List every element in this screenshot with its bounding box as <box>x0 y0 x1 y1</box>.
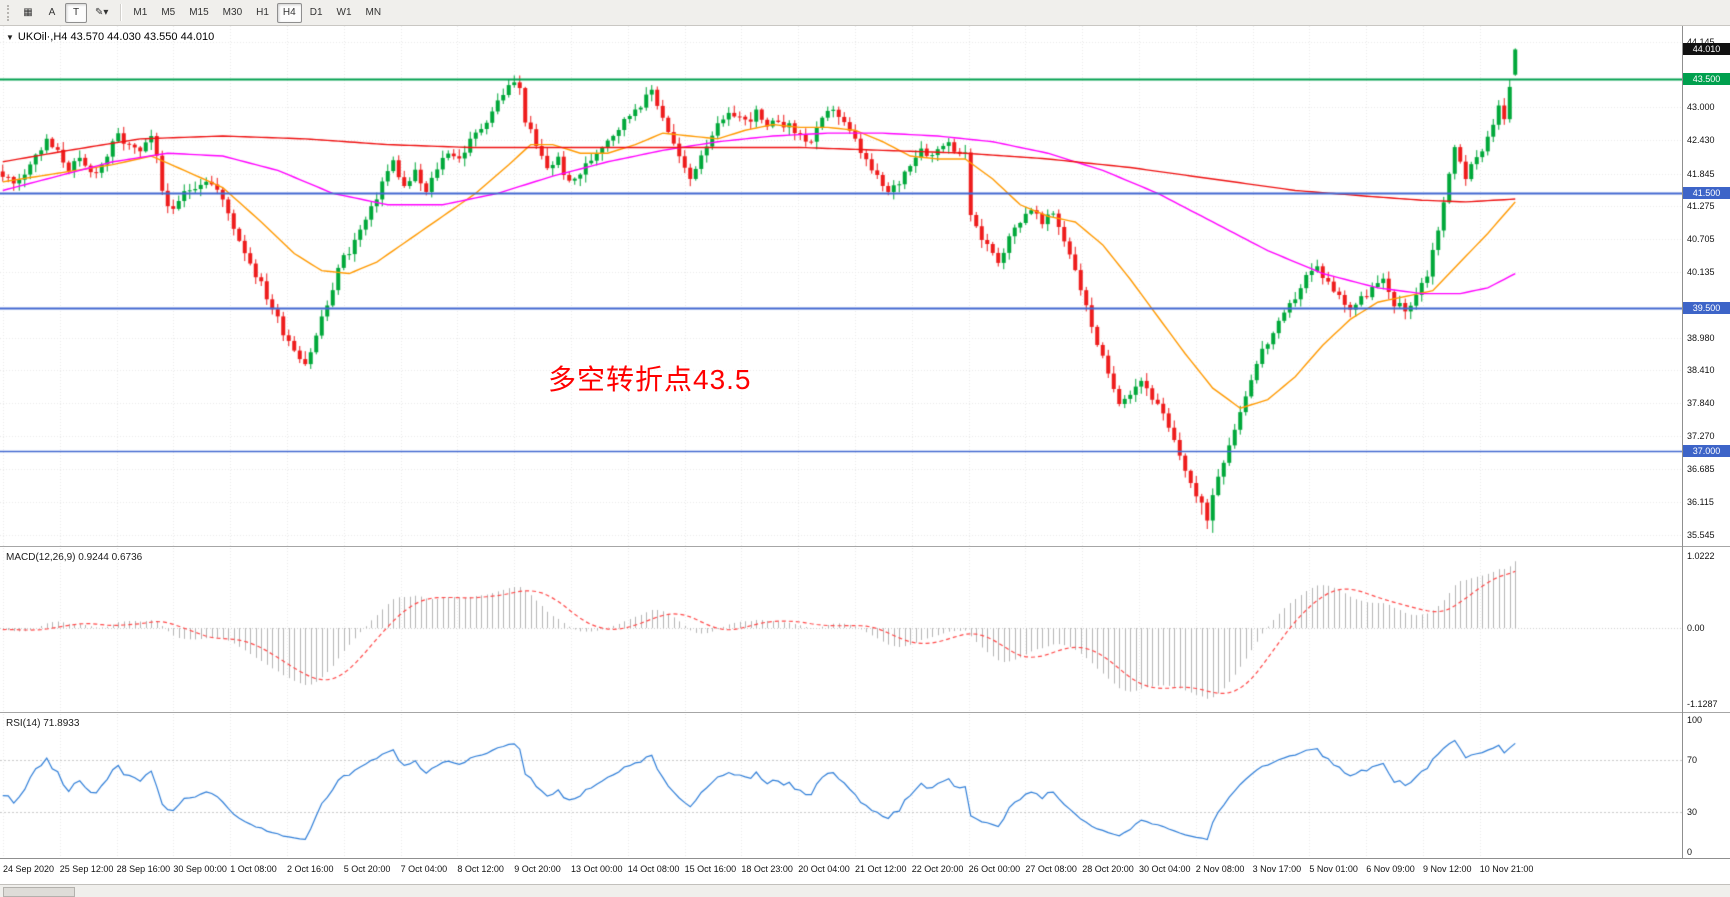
time-axis-label: 18 Oct 23:00 <box>741 864 793 874</box>
price-badge-41.500: 41.500 <box>1683 187 1730 200</box>
price-axis-label: 35.545 <box>1687 529 1715 540</box>
rsi-axis-label: 70 <box>1687 754 1698 765</box>
chart-grid-icon[interactable]: ▦ <box>23 7 33 18</box>
price-axis-label: 41.845 <box>1687 168 1715 179</box>
price-axis-label: 37.840 <box>1687 398 1715 409</box>
price-badge-44.010: 44.010 <box>1683 43 1730 56</box>
rsi-axis-label: 100 <box>1687 715 1703 725</box>
timeframe-button-m1[interactable]: M1 <box>133 7 148 18</box>
drawing-tool-dropdown[interactable]: ✎▾ <box>95 7 109 18</box>
macd-axis-min: -1.1287 <box>1687 699 1718 709</box>
rsi-axis-label: 0 <box>1687 847 1693 857</box>
timeframe-group: M1 M5 M15 M30 H1 H4 D1 W1 MN <box>126 2 388 23</box>
panel-splitter <box>0 858 1730 859</box>
font-a-button[interactable]: A <box>48 7 56 18</box>
time-axis-label: 9 Nov 12:00 <box>1423 864 1472 874</box>
time-axis-label: 15 Oct 16:00 <box>684 864 737 874</box>
time-axis[interactable]: 24 Sep 2020 25 Sep 12:00 28 Sep 16:00 30 Se… <box>0 859 1682 884</box>
price-axis-label: 43.000 <box>1687 102 1715 113</box>
toolbar-left-buttons: ▦ A T ✎▾ <box>16 2 115 23</box>
time-axis-label: 26 Oct 00:00 <box>968 864 1021 874</box>
time-axis-label: 1 Oct 08:00 <box>230 864 277 874</box>
main-chart-canvas[interactable] <box>0 26 1682 546</box>
price-axis-label: 38.410 <box>1687 365 1715 376</box>
chart-title: ▼ UKOil·,H4 43.570 44.030 43.550 44.010 <box>6 31 214 43</box>
price-axis-label: 41.275 <box>1687 201 1715 212</box>
time-axis-label: 7 Oct 04:00 <box>400 864 448 874</box>
time-axis-label: 5 Nov 01:00 <box>1309 864 1358 874</box>
time-axis-label: 21 Oct 12:00 <box>855 864 907 874</box>
chart-tab[interactable] <box>3 887 75 897</box>
time-axis-label: 13 Oct 00:00 <box>571 864 623 874</box>
toolbar-grip[interactable] <box>7 4 12 21</box>
price-axis-label: 42.430 <box>1687 135 1715 146</box>
macd-axis-max: 1.0222 <box>1687 551 1715 561</box>
macd-panel-canvas[interactable] <box>0 548 1682 712</box>
timeframe-button-d1[interactable]: D1 <box>309 7 323 18</box>
toolbar: ▦ A T ✎▾ M1 M5 M15 M30 H1 H4 D1 W1 MN <box>0 0 1730 26</box>
time-axis-label: 30 Oct 04:00 <box>1139 864 1191 874</box>
price-badge-39.500: 39.500 <box>1683 301 1730 314</box>
price-axis-label: 37.270 <box>1687 430 1715 441</box>
price-badge-43.500: 43.500 <box>1683 72 1730 85</box>
text-tool-button[interactable]: T <box>65 2 87 23</box>
price-axis-label: 44.145 <box>1687 36 1715 47</box>
rsi-panel-canvas[interactable] <box>0 714 1682 858</box>
price-badge-37.000: 37.000 <box>1683 445 1730 458</box>
chevron-down-icon[interactable]: ▼ <box>6 32 14 42</box>
time-axis-label: 3 Nov 17:00 <box>1252 864 1302 874</box>
price-axis-label: 36.685 <box>1687 464 1715 475</box>
timeframe-button-h4[interactable]: H4 <box>276 2 302 23</box>
price-axis-label: 36.115 <box>1687 496 1714 507</box>
time-axis-label: 5 Oct 20:00 <box>343 864 391 874</box>
time-axis-label: 6 Nov 09:00 <box>1366 864 1415 874</box>
toolbar-separator <box>120 4 122 21</box>
macd-axis-zero: 0.00 <box>1687 623 1705 634</box>
timeframe-button-w1[interactable]: W1 <box>336 7 352 18</box>
price-axis-label: 40.705 <box>1687 233 1715 244</box>
time-axis-label: 28 Oct 20:00 <box>1082 864 1134 874</box>
rsi-indicator-label: RSI(14) 71.8933 <box>6 718 80 729</box>
time-axis-label: 28 Sep 16:00 <box>116 864 171 874</box>
time-axis-label: 24 Sep 2020 <box>3 864 55 874</box>
timeframe-button-mn[interactable]: MN <box>365 7 382 18</box>
panel-splitter[interactable] <box>0 546 1730 548</box>
time-axis-label: 20 Oct 04:00 <box>798 864 850 874</box>
time-axis-label: 8 Oct 12:00 <box>457 864 504 874</box>
time-axis-label: 2 Oct 16:00 <box>287 864 334 874</box>
price-axis-label: 38.980 <box>1687 332 1715 343</box>
rsi-axis-label: 30 <box>1687 807 1698 818</box>
panel-splitter[interactable] <box>0 712 1730 714</box>
time-axis-label: 27 Oct 08:00 <box>1025 864 1077 874</box>
time-axis-label: 2 Nov 08:00 <box>1195 864 1245 874</box>
macd-indicator-label: MACD(12,26,9) 0.9244 0.6736 <box>6 552 143 563</box>
timeframe-button-h1[interactable]: H1 <box>256 7 269 18</box>
timeframe-button-m15[interactable]: M15 <box>189 7 209 18</box>
price-axis-label: 40.135 <box>1687 266 1715 277</box>
bottom-strip <box>0 884 1730 897</box>
chart-title-text: UKOil·,H4 43.570 44.030 43.550 44.010 <box>17 31 215 43</box>
time-axis-label: 10 Nov 21:00 <box>1479 864 1534 874</box>
price-axis-border <box>1682 26 1683 859</box>
time-axis-label: 14 Oct 08:00 <box>627 864 680 874</box>
time-axis-label: 25 Sep 12:00 <box>59 864 114 874</box>
time-axis-label: 9 Oct 20:00 <box>514 864 561 874</box>
time-axis-label: 22 Oct 20:00 <box>911 864 964 874</box>
time-axis-label: 30 Sep 00:00 <box>173 864 227 874</box>
timeframe-button-m5[interactable]: M5 <box>161 7 176 18</box>
chart-annotation[interactable]: 多空转折点43.5 <box>548 364 752 395</box>
timeframe-button-m30[interactable]: M30 <box>222 7 243 18</box>
